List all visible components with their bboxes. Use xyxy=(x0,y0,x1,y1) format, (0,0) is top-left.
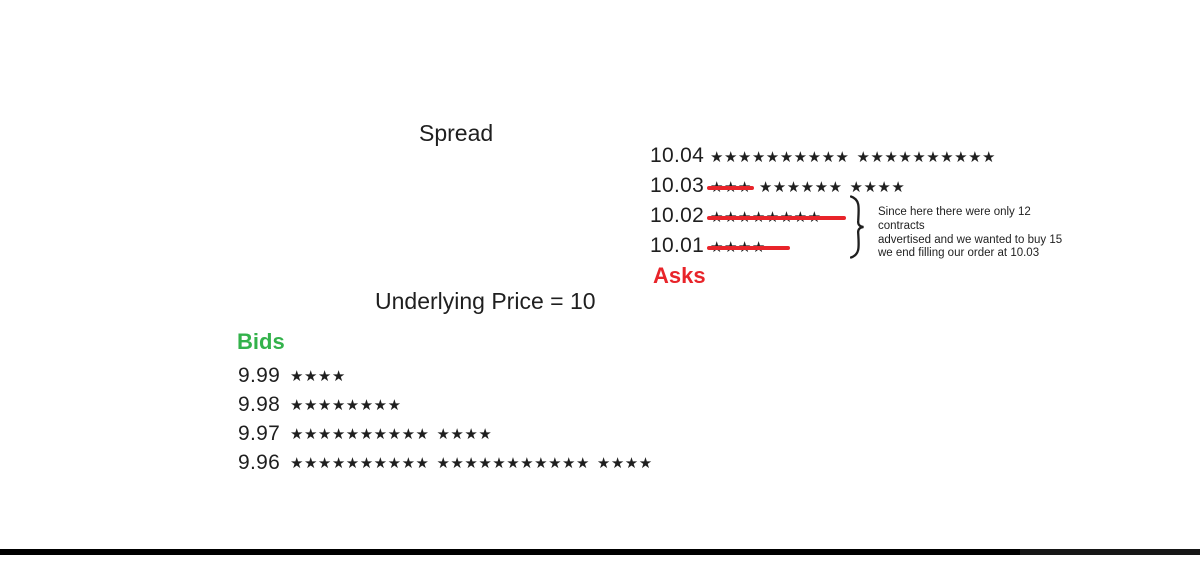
star-group: ★★★★★★ xyxy=(758,177,843,196)
price-label: 10.02 xyxy=(650,204,705,227)
underlying-price-label: Underlying Price = 10 xyxy=(375,288,596,314)
star-group: ★★★★ xyxy=(436,425,493,443)
bids-label: Bids xyxy=(237,329,285,354)
stars: ★★★★★★★★ xyxy=(290,396,409,413)
annotation-line: advertised and we wanted to buy 15 xyxy=(878,233,1063,246)
price-label: 10.01 xyxy=(650,234,705,257)
star-group: ★★★★★★★★★★ xyxy=(710,147,850,166)
bid-row: 9.99 ★★★★ xyxy=(238,361,660,390)
stars: ★★★ ★★★★★★ ★★★★ xyxy=(710,178,912,195)
star-group: ★★★★ xyxy=(849,177,906,196)
star-group: ★★★★★★★★★★ xyxy=(290,454,430,472)
progress-bar[interactable] xyxy=(0,549,1200,555)
asks-label: Asks xyxy=(653,263,706,288)
bid-row: 9.98 ★★★★★★★★ xyxy=(238,390,660,419)
price-label: 9.98 xyxy=(238,392,281,416)
stars: ★★★★★★★★★★ ★★★★ xyxy=(290,425,499,442)
annotation-line: we end filling our order at 10.03 xyxy=(878,247,1040,260)
star-group: ★★★★ xyxy=(290,367,346,385)
curly-brace xyxy=(849,195,868,264)
asks-rows: 10.04 ★★★★★★★★★★ ★★★★★★★★★★ 10.03 ★★★ ★★★★★★ ★… xyxy=(650,141,1003,261)
stars: ★★★★★★★★ xyxy=(710,208,829,225)
stars: ★★★★★★★★★★ ★★★★★★★★★★★ ★★★★ xyxy=(290,454,660,471)
price-label: 10.03 xyxy=(650,174,705,197)
price-label: 10.04 xyxy=(650,144,705,167)
stars: ★★★★ xyxy=(710,238,773,255)
star-group: ★★★★★★★★★★ xyxy=(856,147,996,166)
struck-stars: ★★★★★★★★ xyxy=(710,207,822,226)
bids-rows: 9.99 ★★★★ 9.98 ★★★★★★★★ 9.97 ★★★★★★★★★★ ★★★★ 9.… xyxy=(238,361,660,477)
bid-row: 9.96 ★★★★★★★★★★ ★★★★★★★★★★★ ★★★★ xyxy=(238,448,660,477)
struck-stars: ★★★ xyxy=(710,177,752,196)
progress-bar-played xyxy=(0,549,1020,555)
ask-row: 10.01 ★★★★ xyxy=(650,231,1003,261)
bid-row: 9.97 ★★★★★★★★★★ ★★★★ xyxy=(238,419,660,448)
star-group: ★★★★ xyxy=(596,454,653,472)
star-group: ★★★★★★★★ xyxy=(290,396,402,414)
struck-stars: ★★★★ xyxy=(710,237,766,256)
stars: ★★★★★★★★★★ ★★★★★★★★★★ xyxy=(710,148,1003,165)
annotation-text: Since here there were only 12 contracts … xyxy=(878,206,1078,261)
price-label: 9.97 xyxy=(238,421,281,445)
price-label: 9.99 xyxy=(238,363,281,387)
stars: ★★★★ xyxy=(290,367,353,384)
ask-row: 10.03 ★★★ ★★★★★★ ★★★★ xyxy=(650,171,1003,201)
ask-row: 10.04 ★★★★★★★★★★ ★★★★★★★★★★ xyxy=(650,141,1003,171)
price-label: 9.96 xyxy=(238,450,281,474)
ask-row: 10.02 ★★★★★★★★ xyxy=(650,201,1003,231)
spread-title: Spread xyxy=(419,120,494,146)
star-group: ★★★★★★★★★★★ xyxy=(436,454,590,472)
annotation-line: Since here there were only 12 contracts xyxy=(878,206,1031,232)
star-group: ★★★★★★★★★★ xyxy=(290,425,430,443)
